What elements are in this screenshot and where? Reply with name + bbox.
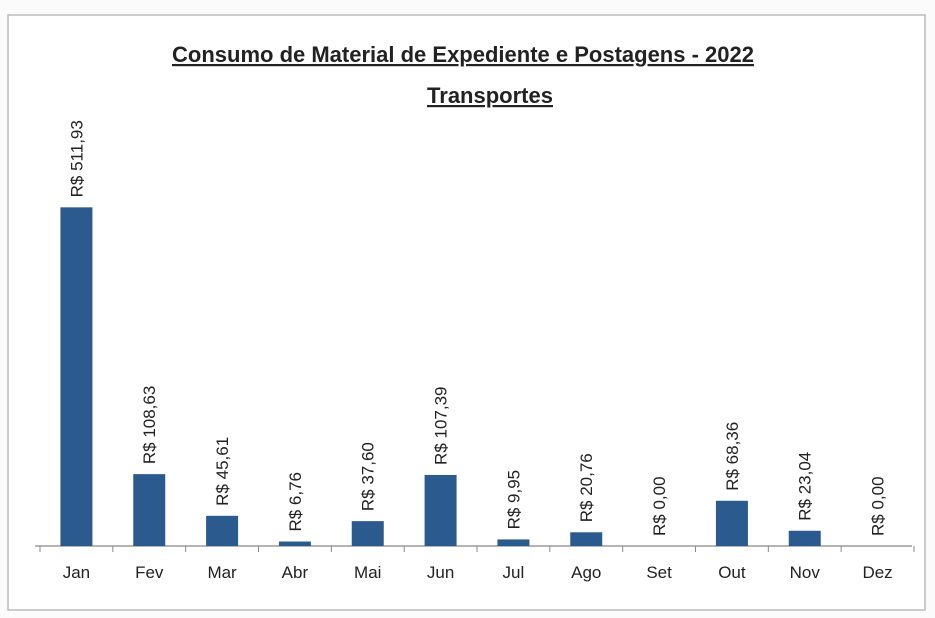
x-tick-label: Jan (63, 563, 90, 582)
x-tick-label: Fev (135, 563, 164, 582)
x-tick-label: Jul (503, 563, 525, 582)
value-label: R$ 511,93 (67, 120, 86, 197)
bar (497, 539, 530, 546)
bar (206, 515, 239, 546)
bar (278, 541, 311, 546)
bar (351, 521, 384, 546)
x-tick-label: Out (718, 563, 746, 582)
x-tick-label: Jun (427, 563, 454, 582)
x-tick-label: Set (646, 563, 672, 582)
bar (570, 532, 603, 546)
chart-subtitle: Transportes (427, 83, 553, 108)
bar (60, 207, 93, 546)
bar (424, 474, 457, 546)
bar (715, 500, 748, 546)
value-label: R$ 0,00 (869, 476, 888, 536)
value-label: R$ 6,76 (286, 472, 305, 532)
x-tick-label: Ago (571, 563, 601, 582)
chart-title: Consumo de Material de Expediente e Post… (172, 42, 754, 67)
bar (788, 530, 821, 546)
value-label: R$ 108,63 (140, 386, 159, 464)
x-tick-label: Mai (354, 563, 381, 582)
value-label: R$ 68,36 (723, 422, 742, 491)
x-tick-label: Mar (207, 563, 237, 582)
value-label: R$ 20,76 (577, 453, 596, 522)
x-tick-label: Nov (790, 563, 821, 582)
value-label: R$ 0,00 (650, 476, 669, 536)
bar (133, 474, 166, 546)
value-label: R$ 45,61 (213, 437, 232, 506)
value-label: R$ 23,04 (796, 452, 815, 521)
x-tick-label: Abr (282, 563, 309, 582)
value-label: R$ 107,39 (432, 387, 451, 465)
value-label: R$ 9,95 (504, 470, 523, 530)
x-tick-label: Dez (862, 563, 892, 582)
value-label: R$ 37,60 (359, 442, 378, 511)
